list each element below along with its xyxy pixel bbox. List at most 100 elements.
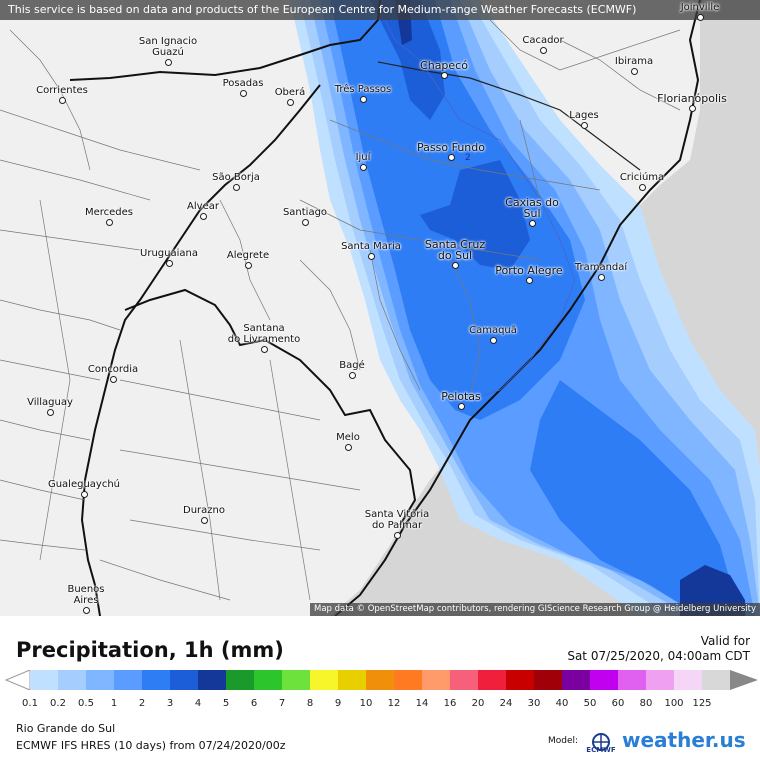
- city-dot: [360, 164, 367, 171]
- colorbar-tick-label: 24: [499, 698, 513, 709]
- contour-label: 2: [465, 153, 471, 163]
- ecmwf-banner: This service is based on data and produc…: [0, 0, 760, 20]
- city-dot: [47, 409, 54, 416]
- region-name: Rio Grande do Sul: [16, 722, 116, 735]
- model-label: Model:: [548, 736, 579, 746]
- city-dot: [452, 262, 459, 269]
- valid-label: Valid for: [700, 634, 750, 648]
- colorbar-bin: [86, 670, 115, 690]
- city-dot: [360, 96, 367, 103]
- city-label: Três Passos: [334, 84, 392, 95]
- model-run: ECMWF IFS HRES (10 days) from 07/24/2020…: [16, 739, 286, 752]
- city-dot: [200, 213, 207, 220]
- city-dot: [581, 122, 588, 129]
- city-label: Melo: [336, 432, 360, 443]
- city-dot: [349, 372, 356, 379]
- colorbar-bin: [590, 670, 619, 690]
- city-label: Mercedes: [84, 207, 134, 218]
- valid-time: Sat 07/25/2020, 04:00am CDT: [567, 649, 750, 663]
- admin-lines: [0, 19, 681, 601]
- colorbar-tick-label: 0.1: [22, 698, 38, 709]
- city-label: Concordia: [87, 364, 139, 375]
- city-label: Lages: [569, 110, 599, 121]
- city-label: Santa Vitória do Palmar: [364, 509, 430, 531]
- precip-3b: [420, 160, 530, 270]
- city-label: Villaguay: [27, 397, 73, 408]
- city-dot: [448, 154, 455, 161]
- colorbar-bin: [422, 670, 451, 690]
- city-dot: [368, 253, 375, 260]
- ecmwf-logo-text: ECMWF: [586, 746, 616, 754]
- weather-us-logo[interactable]: weather.us: [622, 728, 746, 752]
- state-border-rs-sc: [377, 61, 641, 171]
- city-label: Corrientes: [36, 85, 88, 96]
- city-label: Pelotas: [441, 390, 481, 403]
- map-attribution[interactable]: Map data © OpenStreetMap contributors, r…: [310, 603, 760, 616]
- city-label: Cacador: [522, 35, 564, 46]
- city-dot: [166, 260, 173, 267]
- colorbar-tick-label: 14: [415, 698, 429, 709]
- city-label: San Ignacio Guazú: [138, 36, 198, 58]
- colorbar-bin: [30, 670, 59, 690]
- coastline: [334, 0, 701, 616]
- colorbar-tick-label: 100: [664, 698, 684, 709]
- colorbar-tick-label: 1: [110, 698, 118, 709]
- ecmwf-logo-icon: [592, 733, 610, 751]
- city-label: Alegrete: [226, 250, 270, 261]
- city-dot: [345, 444, 352, 451]
- city-dot: [261, 346, 268, 353]
- city-dot: [490, 337, 497, 344]
- colorbar-bin: [282, 670, 311, 690]
- city-label: Ibirama: [614, 56, 654, 67]
- map-graphics: [0, 0, 760, 616]
- colorbar-tick-label: 5: [222, 698, 230, 709]
- city-dot: [233, 184, 240, 191]
- city-label: Uruguaiana: [140, 248, 198, 259]
- city-dot: [697, 14, 704, 21]
- colorbar-tick-label: 50: [583, 698, 597, 709]
- city-dot: [639, 184, 646, 191]
- city-dot: [689, 105, 696, 112]
- colorbar-tick-label: 9: [334, 698, 342, 709]
- city-label: Santiago: [282, 207, 328, 218]
- colorbar-bin: [338, 670, 367, 690]
- city-label: Gualeguaychú: [47, 479, 121, 490]
- city-label: Oberá: [274, 87, 306, 98]
- colorbar-tick-label: 4: [194, 698, 202, 709]
- colorbar-bin: [114, 670, 143, 690]
- city-label: São Borja: [212, 172, 260, 183]
- colorbar-bin: [366, 670, 395, 690]
- city-label: Criciúma: [619, 172, 665, 183]
- map-title: Precipitation, 1h (mm): [16, 638, 284, 662]
- colorbar-tick-label: 40: [555, 698, 569, 709]
- colorbar-tick-label: 60: [611, 698, 625, 709]
- border-uruguay-river: [80, 84, 321, 616]
- precipitation-map[interactable]: This service is based on data and produc…: [0, 0, 760, 616]
- city-label: Bagé: [339, 360, 365, 371]
- city-label: Santana do Livramento: [227, 323, 301, 345]
- colorbar-tick-label: 12: [387, 698, 401, 709]
- colorbar-tick-label: 8: [306, 698, 314, 709]
- city-label: Posadas: [222, 78, 264, 89]
- colorbar-bin: [618, 670, 647, 690]
- city-label: Durazno: [183, 505, 225, 516]
- colorbar-tick-label: 6: [250, 698, 258, 709]
- colorbar-bin: [142, 670, 171, 690]
- city-dot: [540, 47, 547, 54]
- city-dot: [598, 274, 605, 281]
- city-dot: [302, 219, 309, 226]
- colorbar-over-arrow: [730, 670, 758, 690]
- colorbar-tick-label: 0.5: [78, 698, 94, 709]
- city-label: Florianópolis: [657, 92, 727, 105]
- city-dot: [201, 517, 208, 524]
- colorbar-tick-label: 3: [166, 698, 174, 709]
- colorbar-bin: [506, 670, 535, 690]
- city-label: Porto Alegre: [495, 264, 563, 277]
- city-dot: [59, 97, 66, 104]
- colorbar-bin: [198, 670, 227, 690]
- colorbar-tick-label: 125: [692, 698, 712, 709]
- colorbar-tick-label: 0.2: [50, 698, 66, 709]
- precip-2b: [530, 380, 740, 616]
- colorbar-bin: [58, 670, 87, 690]
- city-dot: [441, 72, 448, 79]
